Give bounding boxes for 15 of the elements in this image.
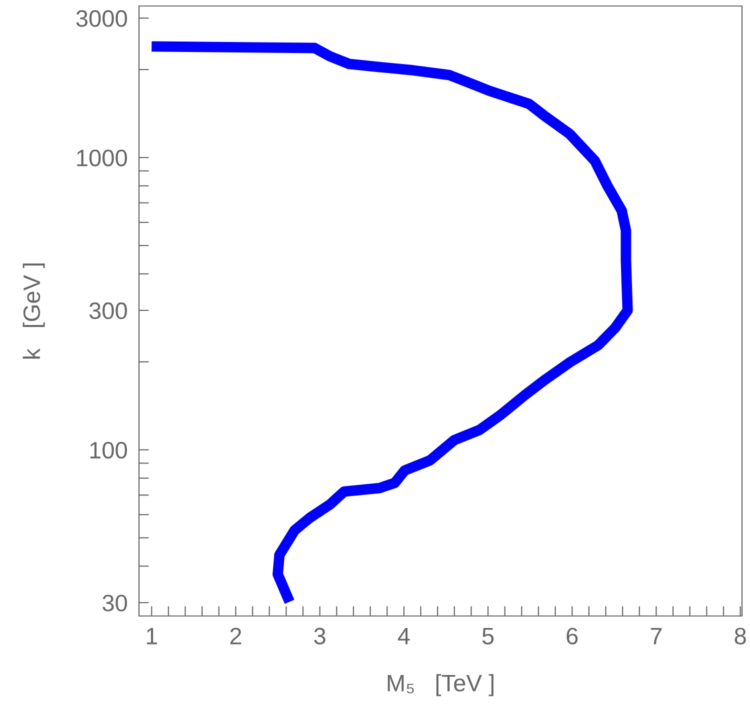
y-tick-label: 30	[102, 594, 127, 612]
x-tick-label: 8	[734, 628, 746, 644]
y-tick-label: 1000	[77, 150, 127, 166]
x-tick-label: 6	[566, 628, 578, 644]
x-tick-label: 4	[398, 628, 410, 644]
y-tick-label: 100	[90, 442, 127, 459]
x-tick-label: 2	[230, 628, 242, 644]
y-tick-label: 3000	[76, 10, 127, 27]
x-tick-label: 1	[146, 628, 158, 644]
x-tick-label: 3	[314, 628, 326, 644]
y-tick-label: 300	[89, 302, 127, 320]
x-tick-label: 7	[650, 628, 662, 644]
x-tick-label: 5	[482, 628, 494, 644]
x-axis-title: M₅ [TeV ]	[388, 674, 494, 696]
y-axis-title: k [GeV ]	[22, 263, 45, 359]
